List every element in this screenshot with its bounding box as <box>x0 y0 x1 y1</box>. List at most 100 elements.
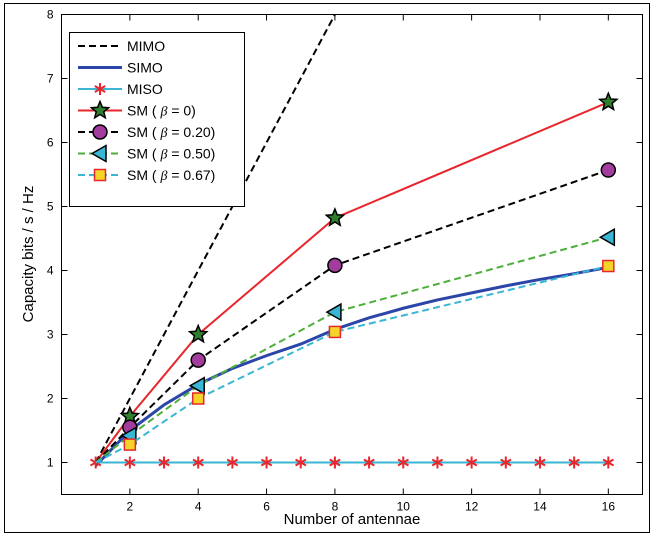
circle-marker <box>92 124 108 140</box>
x-tick-label: 6 <box>263 500 270 514</box>
asterisk-marker <box>124 456 136 469</box>
asterisk-stroke <box>329 458 341 467</box>
x-tick-label: 16 <box>602 500 616 514</box>
circle-marker <box>190 352 206 368</box>
asterisk-marker <box>465 456 478 469</box>
asterisk-marker <box>94 83 106 95</box>
legend-label-prefix: SM ( <box>127 167 160 183</box>
legend-label: SM ( β = 0.20) <box>127 124 215 141</box>
asterisk-marker <box>602 456 615 469</box>
x-tick-label: 14 <box>533 500 547 514</box>
asterisk-marker <box>534 456 546 469</box>
legend-label-beta: β <box>159 148 167 163</box>
legend-entry: MISO <box>78 81 163 97</box>
legend-label: MIMO <box>127 38 165 54</box>
legend-label-beta: β <box>159 126 167 141</box>
asterisk-stroke <box>124 458 136 467</box>
y-tick-label: 5 <box>47 200 54 214</box>
asterisk-marker <box>431 456 444 469</box>
triangle-marker <box>325 302 342 322</box>
square-marker <box>123 438 137 451</box>
legend-label: SM ( β = 0.50) <box>127 146 215 163</box>
asterisk-stroke <box>226 458 239 467</box>
star-marker <box>324 207 346 227</box>
legend-label-beta: β <box>159 105 167 120</box>
series-layer <box>89 14 619 469</box>
y-tick-label: 2 <box>47 392 54 406</box>
asterisk-marker <box>260 456 273 469</box>
x-axis-label: Number of antennae <box>284 511 421 528</box>
asterisk-marker <box>329 456 341 469</box>
circle-marker <box>327 257 343 274</box>
asterisk-stroke <box>568 458 580 467</box>
series-1 <box>94 265 609 467</box>
asterisk-stroke <box>192 458 204 467</box>
x-tick-label: 4 <box>195 500 202 514</box>
square-marker <box>93 168 107 182</box>
asterisk-marker <box>226 456 239 469</box>
series-line <box>94 265 609 467</box>
x-tick-label: 2 <box>127 500 134 514</box>
legend-entry: SM ( β = 0.20) <box>78 124 215 141</box>
circle-marker <box>600 162 617 178</box>
y-axis-label: Capacity bits / s / Hz <box>20 186 37 323</box>
series-6 <box>95 259 615 464</box>
legend-label-prefix: SM ( <box>127 146 160 162</box>
asterisk-stroke <box>94 85 106 93</box>
y-tick-label: 7 <box>47 72 54 86</box>
legend-label-suffix: = 0.20) <box>167 124 215 140</box>
y-tick-label: 6 <box>47 136 54 150</box>
asterisk-marker <box>295 456 307 469</box>
star-marker <box>187 323 209 344</box>
legend-label-prefix: SM ( <box>127 103 160 119</box>
y-tick-label: 1 <box>47 456 54 470</box>
legend-label-beta: β <box>159 169 167 184</box>
series-line <box>94 14 337 463</box>
asterisk-marker <box>363 456 375 469</box>
asterisk-marker <box>568 456 580 469</box>
square-marker <box>191 392 205 405</box>
y-tick-label: 8 <box>47 8 54 22</box>
asterisk-stroke <box>534 458 546 467</box>
asterisk-stroke <box>465 458 478 467</box>
x-tick-label: 8 <box>332 500 339 514</box>
series-line <box>95 236 609 464</box>
legend-label-suffix: = 0.50) <box>167 146 215 162</box>
triangle-marker <box>90 144 107 163</box>
asterisk-stroke <box>260 458 273 467</box>
triangle-marker <box>598 227 616 247</box>
asterisk-stroke <box>500 458 512 467</box>
asterisk-marker <box>158 456 170 469</box>
star-marker <box>89 99 111 120</box>
series-3 <box>94 91 619 464</box>
legend-label: SM ( β = 0.67) <box>127 167 215 184</box>
y-tick-label: 4 <box>47 264 54 278</box>
legend-entry: SIMO <box>78 60 163 76</box>
asterisk-stroke <box>363 458 375 467</box>
legend-label-prefix: SM ( <box>127 124 160 140</box>
legend-entry: SM ( β = 0.50) <box>78 144 215 163</box>
legend-entry: SM ( β = 0.67) <box>78 167 215 184</box>
y-tick-label: 3 <box>47 328 54 342</box>
legend-label-suffix: = 0.67) <box>167 167 215 183</box>
square-marker <box>328 325 342 339</box>
asterisk-marker <box>397 456 409 469</box>
series-5 <box>95 227 616 464</box>
triangle-marker <box>188 376 205 395</box>
star-marker <box>597 91 619 112</box>
x-tick-label: 10 <box>397 500 411 514</box>
legend-entry: MIMO <box>78 38 165 54</box>
asterisk-stroke <box>397 458 409 467</box>
asterisk-marker <box>500 456 512 469</box>
asterisk-stroke <box>158 458 170 467</box>
asterisk-stroke <box>295 458 307 467</box>
asterisk-stroke <box>431 458 444 467</box>
asterisk-marker <box>192 456 204 469</box>
legend-label: MISO <box>127 81 163 97</box>
x-tick-label: 12 <box>465 500 479 514</box>
square-marker <box>602 259 615 273</box>
legend-label-suffix: = 0) <box>167 103 195 119</box>
